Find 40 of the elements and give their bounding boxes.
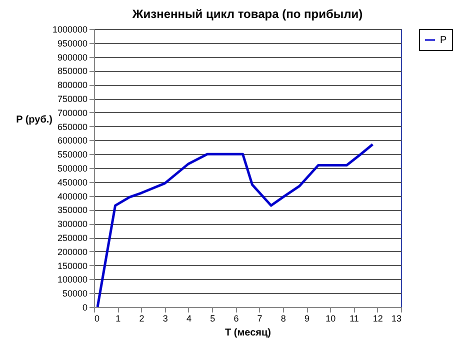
x-tick-label: 3 — [162, 314, 168, 324]
y-tick-label: 800000 — [57, 80, 88, 90]
y-tick-label: 450000 — [57, 177, 88, 188]
y-tick-label: 0 — [82, 302, 88, 312]
x-tick-label: 10 — [326, 314, 336, 324]
x-tick-label: 0 — [94, 314, 100, 324]
y-tick-label: 750000 — [57, 94, 88, 104]
x-tick-label: 12 — [372, 314, 383, 324]
y-tick-label: 600000 — [57, 136, 88, 146]
x-tick-label: 11 — [350, 314, 359, 324]
y-tick-label: 900000 — [57, 52, 88, 62]
y-tick-label: 50000 — [62, 288, 88, 299]
y-tick-label: 850000 — [57, 66, 88, 76]
x-tick-label: 4 — [186, 314, 192, 324]
y-tick-label: 500000 — [57, 164, 88, 174]
x-tick-label: 8 — [280, 314, 286, 324]
y-tick-label: 400000 — [57, 191, 88, 202]
x-axis-title: T (месяц) — [225, 328, 271, 338]
x-tick-label: 6 — [234, 314, 239, 324]
x-tick-label: 2 — [139, 314, 144, 324]
y-axis-title: P (руб.) — [16, 114, 52, 126]
y-tick-label: 150000 — [57, 260, 88, 271]
x-tick-label: 7 — [257, 314, 262, 324]
y-tick-label: 100000 — [57, 274, 88, 285]
x-tick-label: 1 — [116, 314, 121, 324]
x-tick-label: 5 — [210, 314, 216, 324]
y-tick-label: 700000 — [57, 108, 88, 118]
line-series — [96, 143, 374, 308]
y-tick-label: 1000000 — [52, 24, 88, 34]
y-tick-label: 550000 — [57, 150, 88, 160]
chart-title: Жизненный цикл товара (по прибыли) — [131, 7, 363, 21]
x-tick-label: 13 — [391, 314, 402, 324]
y-tick-label: 650000 — [57, 122, 88, 132]
y-tick-label: 250000 — [57, 233, 88, 243]
y-tick-label: 350000 — [57, 205, 88, 216]
y-tick-label: 200000 — [57, 246, 88, 257]
legend-label: P — [440, 35, 447, 46]
y-tick-label: 950000 — [57, 38, 88, 48]
x-tick-label: 9 — [304, 314, 310, 324]
y-tick-label: 300000 — [57, 219, 88, 230]
